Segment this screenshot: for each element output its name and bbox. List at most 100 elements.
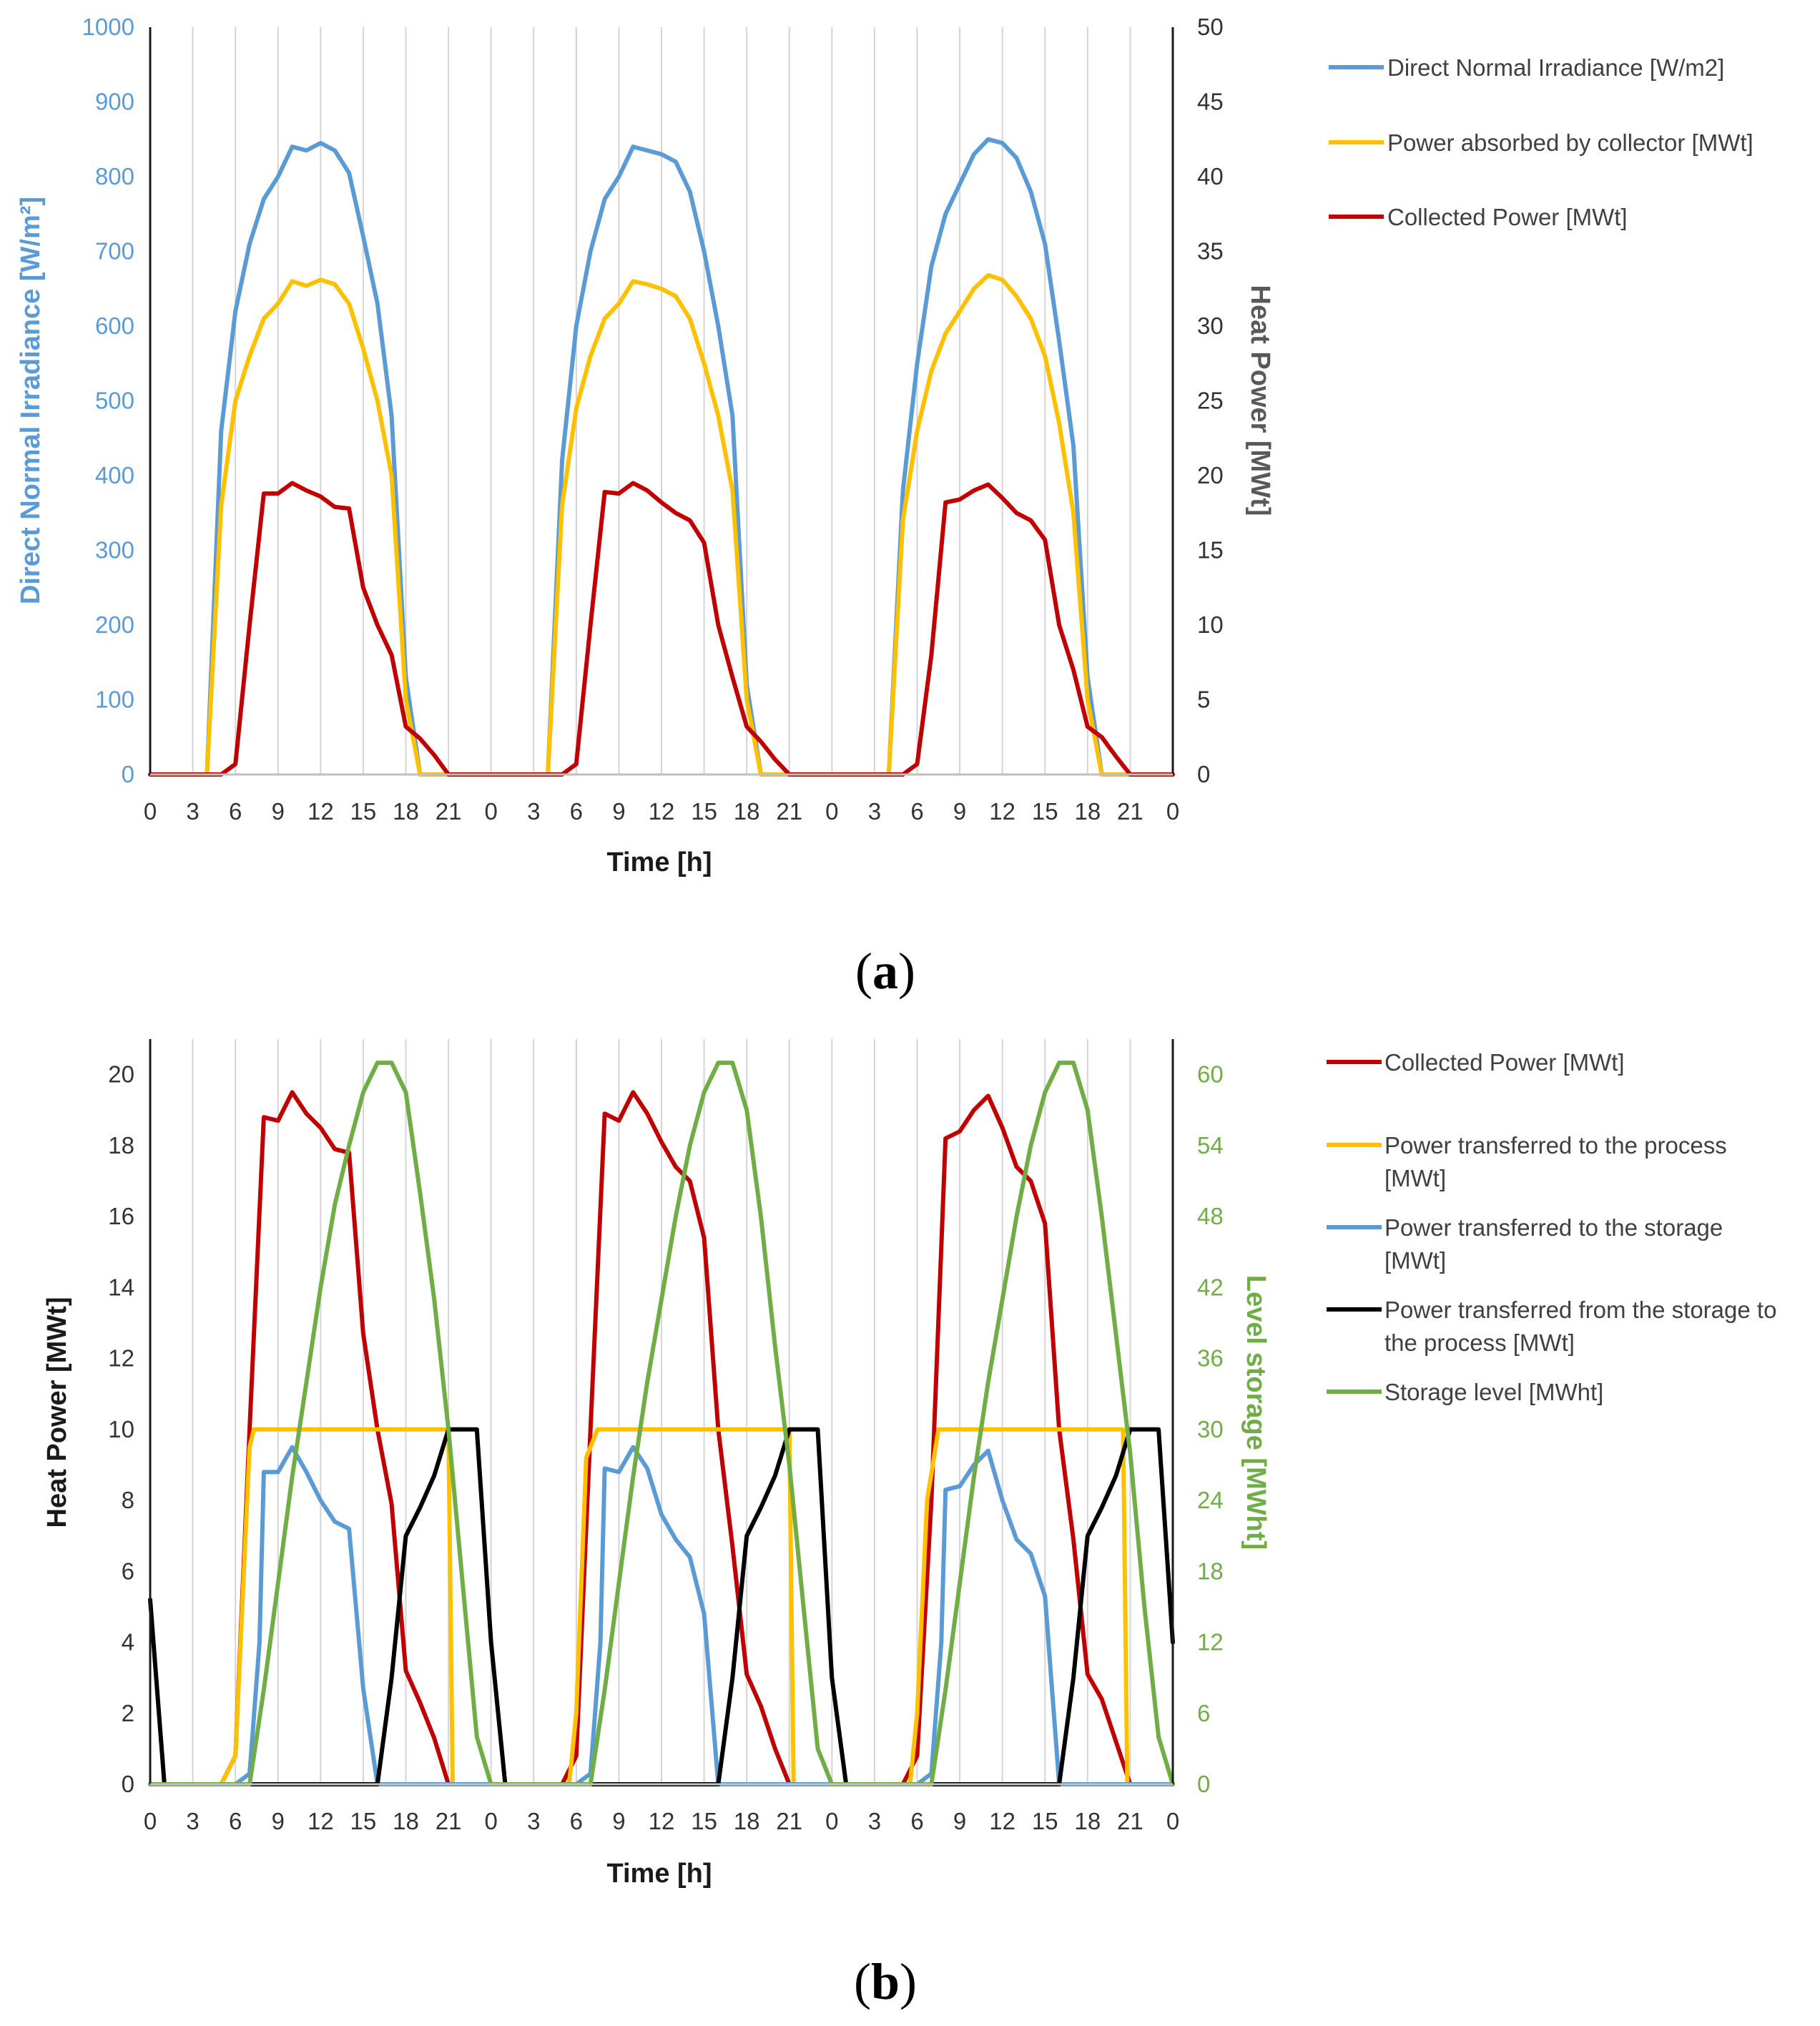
y-left-tick-label: 800 xyxy=(95,163,134,190)
series-line-power-absorbed-by-collector xyxy=(148,272,1175,777)
chart-a-left-ylabel: Direct Normal Irradiance [W/m²] xyxy=(16,197,46,604)
x-tick-label: 0 xyxy=(825,798,838,825)
x-tick-label: 0 xyxy=(1166,1808,1179,1834)
y-left-tick-label: 16 xyxy=(108,1203,134,1229)
legend-a-label-collected: Collected Power [MWt] xyxy=(1387,204,1628,230)
x-tick-label: 12 xyxy=(308,1808,334,1834)
legend-a-label-absorbed: Power absorbed by collector [MWt] xyxy=(1387,129,1753,156)
y-right-tick-label: 0 xyxy=(1197,1771,1210,1797)
panel-b-letter: b xyxy=(871,1953,900,2010)
x-tick-label: 18 xyxy=(734,798,760,825)
panel-a-letter: a xyxy=(872,943,898,1000)
series-line-direct-normal-irradiance xyxy=(148,137,1175,777)
x-tick-label: 6 xyxy=(910,798,923,825)
x-tick-label: 12 xyxy=(649,798,675,825)
y-left-tick-label: 100 xyxy=(95,687,134,713)
y-right-tick-label: 50 xyxy=(1197,14,1224,40)
y-right-tick-label: 24 xyxy=(1197,1487,1224,1513)
x-tick-label: 0 xyxy=(484,798,497,825)
x-tick-label: 3 xyxy=(527,798,540,825)
x-tick-label: 12 xyxy=(308,798,334,825)
y-right-tick-label: 54 xyxy=(1197,1132,1224,1159)
y-left-tick-label: 400 xyxy=(95,462,134,488)
y-left-tick-label: 14 xyxy=(108,1274,134,1300)
legend-b-label-to-storage: Power transferred to the storage [MWt] xyxy=(1384,1214,1729,1274)
legend-b-label-level: Storage level [MWht] xyxy=(1384,1379,1603,1405)
y-right-tick-label: 35 xyxy=(1197,238,1224,265)
y-right-tick-label: 30 xyxy=(1197,1416,1224,1442)
chart-b-left-tick-labels: 0 2 4 6 8 10 12 14 16 18 20 xyxy=(108,1061,134,1797)
x-tick-label: 3 xyxy=(527,1808,540,1834)
x-tick-label: 3 xyxy=(868,798,881,825)
legend-b-label-to-storage-line1: Power transferred to the storage xyxy=(1384,1214,1723,1241)
y-left-tick-label: 8 xyxy=(122,1487,134,1513)
x-tick-label: 6 xyxy=(229,798,242,825)
x-tick-label: 21 xyxy=(776,798,802,825)
y-left-tick-label: 0 xyxy=(122,761,134,787)
x-tick-label: 0 xyxy=(144,1808,157,1834)
x-tick-label: 9 xyxy=(612,1808,625,1834)
y-left-tick-label: 2 xyxy=(122,1700,134,1726)
x-tick-label: 6 xyxy=(570,798,583,825)
y-left-tick-label: 0 xyxy=(122,1771,134,1797)
y-left-tick-label: 900 xyxy=(95,89,134,115)
legend-b-label-from-storage: Power transferred from the storage to th… xyxy=(1384,1297,1784,1356)
x-tick-label: 9 xyxy=(272,1808,285,1834)
legend-b-label-collected: Collected Power [MWt] xyxy=(1384,1049,1625,1076)
y-right-tick-label: 25 xyxy=(1197,388,1224,414)
x-tick-label: 9 xyxy=(953,1808,966,1834)
y-left-tick-label: 6 xyxy=(122,1558,134,1584)
x-tick-label: 9 xyxy=(953,798,966,825)
x-tick-label: 15 xyxy=(350,798,377,825)
legend-b-label-process: Power transferred to the process [MWt] xyxy=(1384,1132,1733,1191)
chart-b-xlabel: Time [h] xyxy=(606,1859,712,1889)
x-tick-label: 18 xyxy=(1074,1808,1101,1834)
legend-b-label-from-storage-line2: the process [MWt] xyxy=(1384,1329,1575,1356)
chart-b-legend: Collected Power [MWt] Power transferred … xyxy=(1327,1049,1784,1405)
chart-a-legend: Direct Normal Irradiance [W/m2] Power ab… xyxy=(1329,54,1753,230)
series-line-power-transferred-to-the-process xyxy=(148,1427,1175,1786)
x-tick-label: 3 xyxy=(868,1808,881,1834)
x-tick-label: 6 xyxy=(229,1808,242,1834)
y-right-tick-label: 48 xyxy=(1197,1203,1224,1229)
chart-a-series xyxy=(148,137,1175,777)
x-tick-label: 21 xyxy=(436,1808,462,1834)
x-tick-label: 18 xyxy=(1074,798,1101,825)
y-right-tick-label: 30 xyxy=(1197,313,1224,339)
x-tick-label: 18 xyxy=(734,1808,760,1834)
x-tick-label: 6 xyxy=(910,1808,923,1834)
x-tick-label: 21 xyxy=(1117,1808,1143,1834)
x-tick-label: 12 xyxy=(989,1808,1015,1834)
y-left-tick-label: 1000 xyxy=(82,14,134,40)
x-tick-label: 0 xyxy=(825,1808,838,1834)
series-line-collected-power xyxy=(148,1090,1175,1786)
y-right-tick-label: 60 xyxy=(1197,1061,1224,1088)
y-right-tick-label: 5 xyxy=(1197,687,1210,713)
y-right-tick-label: 18 xyxy=(1197,1558,1224,1584)
chart-a-gridlines xyxy=(149,27,1174,774)
y-left-tick-label: 18 xyxy=(108,1132,134,1159)
x-tick-label: 21 xyxy=(1117,798,1143,825)
legend-b-label-to-storage-line2: [MWt] xyxy=(1384,1247,1446,1274)
x-tick-label: 3 xyxy=(186,1808,199,1834)
series-line-power-transferred-to-the-storage xyxy=(148,1445,1175,1786)
y-right-tick-label: 10 xyxy=(1197,611,1224,638)
x-tick-label: 15 xyxy=(350,1808,377,1834)
y-right-tick-label: 12 xyxy=(1197,1629,1224,1656)
y-right-tick-label: 6 xyxy=(1197,1700,1210,1726)
x-tick-label: 21 xyxy=(776,1808,802,1834)
y-left-tick-label: 300 xyxy=(95,537,134,564)
x-tick-label: 0 xyxy=(484,1808,497,1834)
panel-b-label: (b) xyxy=(854,1953,917,2010)
x-tick-label: 15 xyxy=(1032,1808,1058,1834)
x-tick-label: 9 xyxy=(612,798,625,825)
y-left-tick-label: 700 xyxy=(95,238,134,265)
chart-a-xlabel: Time [h] xyxy=(606,847,712,877)
chart-b-right-ylabel: Level storage [MWht] xyxy=(1241,1275,1271,1550)
x-tick-label: 12 xyxy=(989,798,1015,825)
x-tick-label: 0 xyxy=(1166,798,1179,825)
series-line-collected-power xyxy=(148,481,1175,777)
